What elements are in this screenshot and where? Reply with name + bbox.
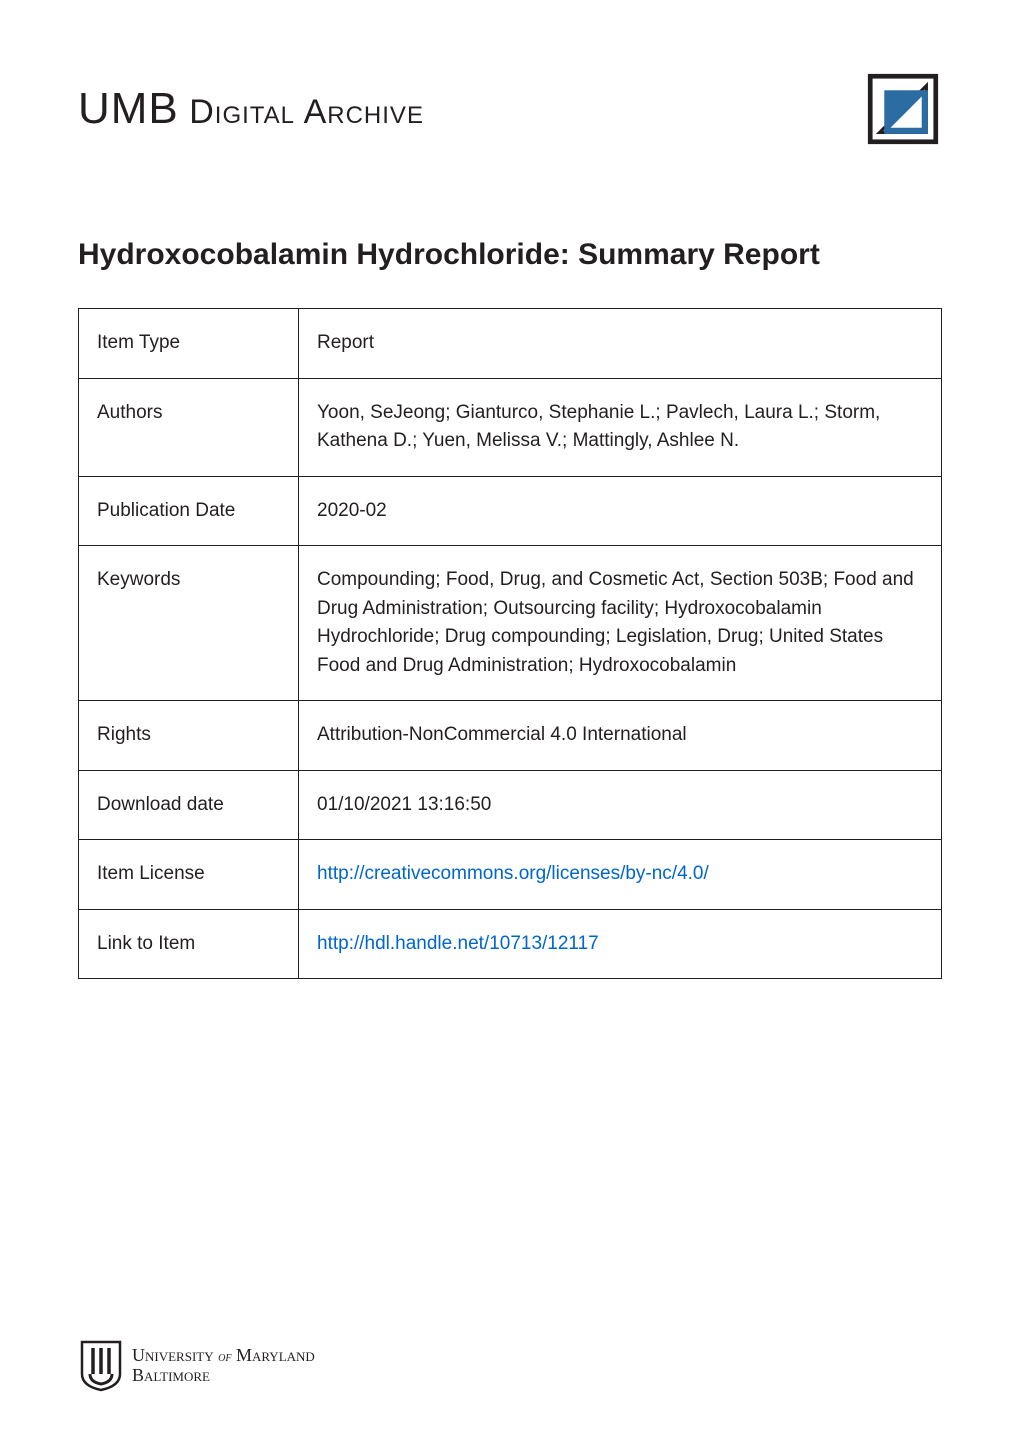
metadata-label: Rights [79,701,299,771]
footer-of: of [218,1350,231,1365]
page-title: Hydroxocobalamin Hydrochloride: Summary … [78,238,942,272]
table-row: Download date01/10/2021 13:16:50 [79,770,942,840]
table-row: KeywordsCompounding; Food, Drug, and Cos… [79,546,942,701]
metadata-value: 2020-02 [299,476,942,546]
metadata-value: http://creativecommons.org/licenses/by-n… [299,840,942,910]
header: UMB Digital Archive [78,70,942,148]
table-row: Publication Date2020-02 [79,476,942,546]
metadata-value: Compounding; Food, Drug, and Cosmetic Ac… [299,546,942,701]
metadata-table: Item TypeReportAuthorsYoon, SeJeong; Gia… [78,308,942,979]
brand-text: UMB Digital Archive [78,84,424,134]
metadata-label: Keywords [79,546,299,701]
metadata-label: Download date [79,770,299,840]
metadata-value: Yoon, SeJeong; Gianturco, Stephanie L.; … [299,378,942,476]
archive-logo-icon [864,70,942,148]
metadata-value: http://hdl.handle.net/10713/12117 [299,909,942,979]
umb-shield-icon [78,1340,124,1392]
metadata-link[interactable]: http://hdl.handle.net/10713/12117 [317,933,599,954]
table-row: AuthorsYoon, SeJeong; Gianturco, Stephan… [79,378,942,476]
metadata-value: 01/10/2021 13:16:50 [299,770,942,840]
metadata-label: Item Type [79,309,299,379]
metadata-link[interactable]: http://creativecommons.org/licenses/by-n… [317,863,709,884]
metadata-value: Report [299,309,942,379]
brand-rest: Digital Archive [179,93,424,131]
table-row: Item TypeReport [79,309,942,379]
metadata-label: Item License [79,840,299,910]
table-row: Link to Item http://hdl.handle.net/10713/… [79,909,942,979]
metadata-value: Attribution-NonCommercial 4.0 Internatio… [299,701,942,771]
footer-logo: University of Maryland Baltimore [78,1340,315,1392]
table-row: Item License http://creativecommons.org/l… [79,840,942,910]
footer-university: University [132,1345,214,1365]
metadata-label: Publication Date [79,476,299,546]
brand-umb: UMB [78,84,179,133]
metadata-label: Authors [79,378,299,476]
footer-maryland: Maryland [236,1345,315,1365]
footer-line2: Baltimore [132,1366,315,1386]
footer-text: University of Maryland Baltimore [132,1346,315,1386]
table-row: RightsAttribution-NonCommercial 4.0 Inte… [79,701,942,771]
metadata-label: Link to Item [79,909,299,979]
footer-line1: University of Maryland [132,1346,315,1366]
